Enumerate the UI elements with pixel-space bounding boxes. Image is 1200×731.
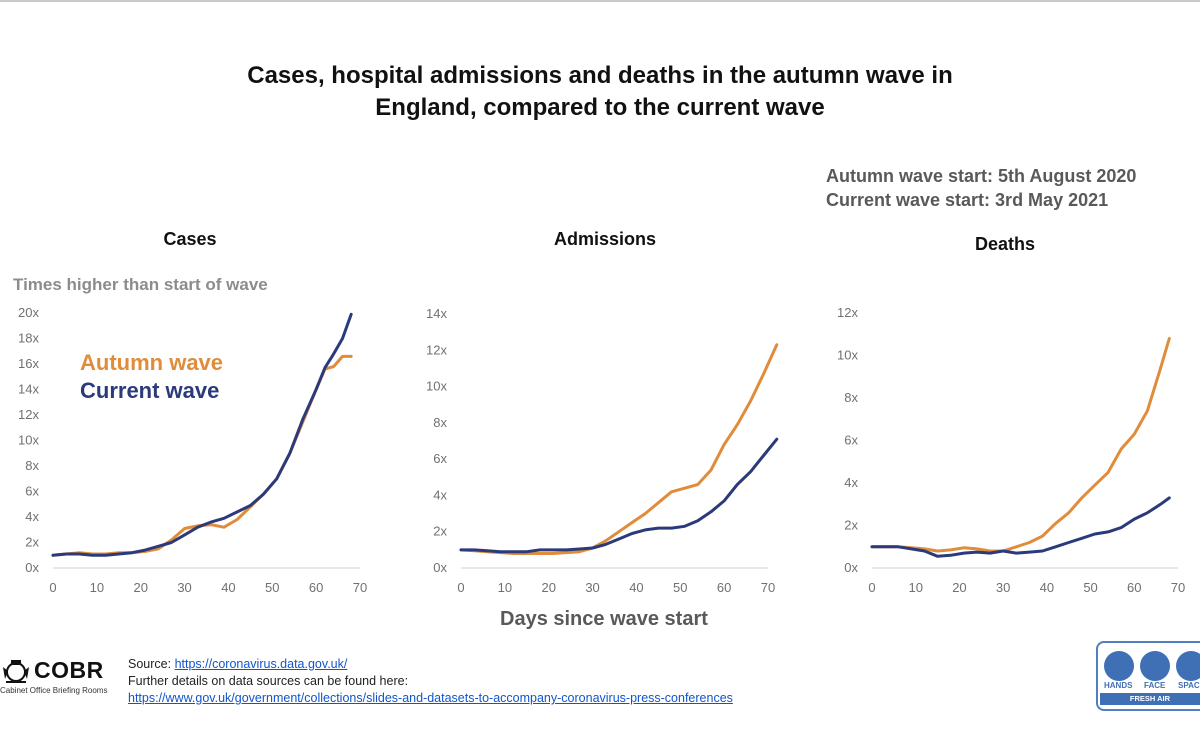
space-label: SPACE [1178, 681, 1200, 690]
deaths-y-tick-label: 6x [844, 433, 858, 448]
cases-y-tick-label: 20x [18, 305, 39, 320]
deaths-autumn-wave-line [870, 337, 1171, 553]
wave-start-info: Autumn wave start: 5th August 2020 Curre… [826, 164, 1196, 212]
deaths-x-tick-label: 70 [1171, 580, 1185, 595]
deaths-y-tick-label: 10x [837, 348, 858, 363]
admissions-y-tick-label: 12x [426, 342, 447, 357]
further-details-text: Further details on data sources can be f… [128, 674, 409, 688]
legend-current-wave: Current wave [80, 378, 220, 403]
y-axis-label: Times higher than start of wave [13, 275, 268, 294]
admissions-chart-title: Admissions [553, 229, 657, 249]
admissions-x-tick-label: 0 [457, 580, 464, 595]
deaths-y-tick-label: 2x [844, 518, 858, 533]
cases-x-tick-label: 40 [221, 580, 235, 595]
slide-title: Cases, hospital admissions and deaths in… [0, 60, 1200, 124]
cases-y-tick-label: 6x [25, 484, 39, 499]
source-prefix: Source: [128, 657, 175, 671]
deaths-chart: 0x 2x 4x 6x 8x 10x 12x 0 10 20 30 40 50 60 70 [837, 305, 1185, 595]
slide-title-line-2: England, compared to the current wave [375, 94, 825, 121]
cases-x-tick-label: 30 [177, 580, 191, 595]
cases-x-tick-label: 70 [353, 580, 367, 595]
cases-y-tick-label: 16x [18, 356, 39, 371]
cases-y-tick-label: 10x [18, 433, 39, 448]
hands-icon [1104, 651, 1134, 681]
admissions-autumn-wave-line [459, 343, 779, 555]
admissions-x-tick-label: 40 [629, 580, 643, 595]
face-icon [1140, 651, 1170, 681]
royal-crest-icon [3, 660, 29, 683]
cases-y-tick-label: 12x [18, 407, 39, 422]
hands-face-space-badge: HANDS FACE SPACE FRESH AIR [1096, 641, 1200, 711]
hands-label: HANDS [1104, 681, 1133, 690]
admissions-y-tick-label: 4x [433, 487, 447, 502]
cases-y-tick-label: 2x [25, 535, 39, 550]
deaths-y-tick-label: 12x [837, 305, 858, 320]
deaths-x-tick-label: 20 [952, 580, 966, 595]
cases-current-wave-line [51, 312, 353, 557]
cases-y-tick-label: 0x [25, 560, 39, 575]
cases-y-tick-label: 4x [25, 509, 39, 524]
admissions-y-tick-label: 2x [433, 524, 447, 539]
space-icon [1176, 651, 1200, 681]
deaths-x-tick-label: 40 [1040, 580, 1054, 595]
deaths-y-tick-label: 4x [844, 475, 858, 490]
autumn-wave-start: Autumn wave start: 5th August 2020 [826, 166, 1137, 186]
cases-x-tick-label: 60 [309, 580, 323, 595]
fresh-air-label: FRESH AIR [1100, 693, 1200, 705]
admissions-x-tick-label: 30 [585, 580, 599, 595]
admissions-x-tick-label: 20 [541, 580, 555, 595]
current-wave-start: Current wave start: 3rd May 2021 [826, 190, 1109, 210]
deaths-current-wave-line [870, 496, 1171, 558]
top-divider [0, 0, 1200, 2]
source-link[interactable]: https://coronavirus.data.gov.uk/ [174, 657, 348, 671]
cases-y-tick-label: 8x [25, 458, 39, 473]
admissions-y-tick-label: 14x [426, 306, 447, 321]
admissions-x-tick-label: 50 [673, 580, 687, 595]
deaths-x-tick-label: 30 [996, 580, 1010, 595]
admissions-x-tick-label: 70 [761, 580, 775, 595]
cases-chart-title: Cases [163, 229, 217, 249]
face-label: FACE [1144, 681, 1166, 690]
admissions-x-tick-label: 10 [498, 580, 512, 595]
cases-y-tick-label: 18x [18, 331, 39, 346]
admissions-current-wave-line [459, 437, 779, 554]
slide-title-line-1: Cases, hospital admissions and deaths in… [247, 62, 953, 89]
footer-sources: Source: https://coronavirus.data.gov.uk/… [128, 656, 733, 707]
deaths-x-tick-label: 50 [1083, 580, 1097, 595]
cases-chart: 0x 2x 4x 6x 8x 10x 12x 14x 16x 18x 20x 0 10 20 30 40 50 6… [18, 305, 367, 595]
legend-autumn-wave: Autumn wave [80, 350, 224, 375]
cobr-logo-subtitle: Cabinet Office Briefing Rooms [0, 686, 108, 695]
cases-y-tick-label: 14x [18, 382, 39, 397]
admissions-y-tick-label: 0x [433, 560, 447, 575]
admissions-y-tick-label: 6x [433, 451, 447, 466]
admissions-chart: 0x 2x 4x 6x 8x 10x 12x 14x 0 10 20 30 40 50 60 70 [426, 306, 779, 595]
admissions-y-tick-label: 10x [426, 379, 447, 394]
admissions-x-tick-label: 60 [717, 580, 731, 595]
legend: Autumn wave Current wave [80, 349, 223, 405]
source-line: Source: https://coronavirus.data.gov.uk/ [128, 656, 733, 673]
admissions-y-tick-label: 8x [433, 415, 447, 430]
deaths-y-tick-label: 0x [844, 560, 858, 575]
deaths-x-tick-label: 10 [908, 580, 922, 595]
cases-x-tick-label: 0 [49, 580, 56, 595]
cobr-logo-text: COBR [34, 657, 104, 683]
cases-x-tick-label: 20 [133, 580, 147, 595]
x-axis-label: Days since wave start [500, 608, 708, 630]
deaths-y-tick-label: 8x [844, 390, 858, 405]
deaths-chart-title: Deaths [974, 234, 1036, 254]
cases-x-tick-label: 10 [90, 580, 104, 595]
further-details-link[interactable]: https://www.gov.uk/government/collection… [128, 691, 733, 705]
cases-x-tick-label: 50 [265, 580, 279, 595]
deaths-x-tick-label: 0 [868, 580, 875, 595]
cobr-logo: COBR Cabinet Office Briefing Rooms [0, 655, 120, 705]
deaths-x-tick-label: 60 [1127, 580, 1141, 595]
